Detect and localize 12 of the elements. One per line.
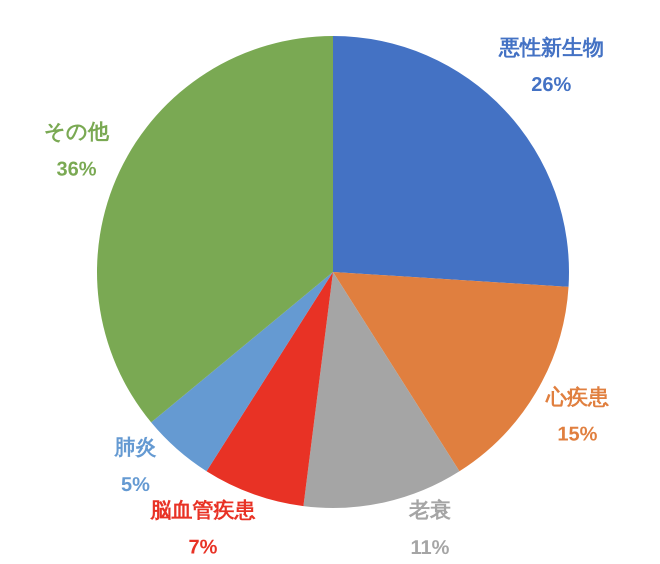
slice-label: 脳血管疾患 [149,498,256,522]
data-label: 26% [531,74,572,96]
slice-label: 悪性新生物 [498,35,604,60]
data-label: 11% [410,536,450,559]
slice-label: 肺炎 [113,436,156,460]
data-label: 15% [557,424,598,446]
data-label: 5% [120,474,150,496]
slice-label: 心疾患 [544,384,610,409]
slice-label: その他 [44,120,110,144]
data-label: 7% [188,536,218,559]
data-label: 36% [56,158,97,180]
slice-label: 老衰 [408,498,451,522]
